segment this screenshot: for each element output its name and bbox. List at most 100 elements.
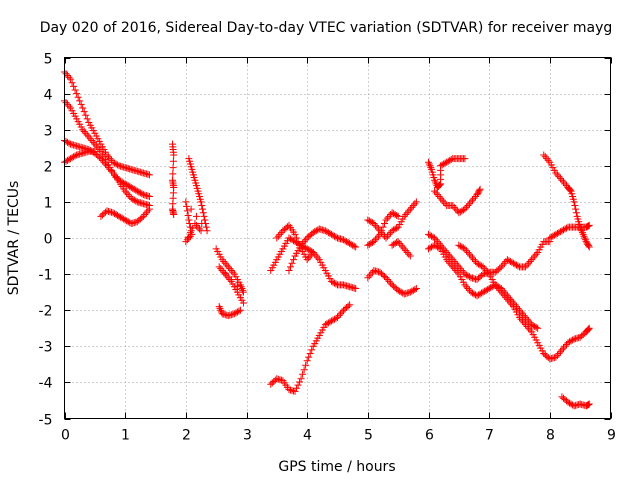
data-point <box>441 247 449 255</box>
data-point <box>114 211 122 219</box>
data-point <box>64 156 72 164</box>
data-point <box>83 131 91 139</box>
data-point <box>526 326 534 334</box>
data-point <box>467 252 475 260</box>
data-point <box>468 289 476 297</box>
data-point <box>79 126 87 134</box>
data-point <box>470 256 478 264</box>
data-point <box>399 243 407 251</box>
data-point <box>452 205 460 213</box>
series-arc-d <box>61 147 99 166</box>
data-point <box>396 239 404 247</box>
data-point <box>534 324 542 332</box>
data-point <box>478 289 486 297</box>
data-point <box>569 336 577 344</box>
data-point <box>523 315 531 323</box>
data-point <box>520 312 528 320</box>
data-point <box>294 381 302 389</box>
data-point <box>516 313 523 321</box>
data-point <box>427 164 435 172</box>
data-point <box>111 159 119 167</box>
data-point <box>323 320 331 328</box>
data-point <box>224 274 232 282</box>
data-point <box>525 317 533 325</box>
data-point <box>525 259 533 267</box>
y-tick-label: -1 <box>39 268 53 284</box>
data-point <box>169 164 177 172</box>
data-point <box>121 216 129 224</box>
data-point <box>95 146 103 154</box>
data-point <box>532 323 540 331</box>
data-point <box>239 286 247 294</box>
data-point <box>311 228 319 236</box>
series-arc-r <box>425 155 469 191</box>
data-point <box>285 234 293 242</box>
data-point <box>103 151 111 159</box>
data-point <box>346 301 354 309</box>
data-point <box>426 162 434 170</box>
data-point <box>479 288 487 296</box>
data-point <box>235 307 243 315</box>
data-point <box>200 212 208 220</box>
data-point <box>393 211 401 219</box>
data-point <box>556 228 564 236</box>
data-point <box>458 266 466 274</box>
data-point <box>303 357 311 365</box>
data-point <box>326 229 334 237</box>
data-point <box>388 209 396 217</box>
data-point <box>409 286 417 294</box>
data-point <box>337 310 345 318</box>
data-point <box>332 233 340 241</box>
data-point <box>553 171 561 179</box>
data-point <box>367 218 375 226</box>
data-point <box>305 353 313 361</box>
data-point <box>123 181 131 189</box>
data-point <box>382 216 390 224</box>
data-point <box>65 155 73 163</box>
data-point <box>558 176 566 184</box>
data-point <box>220 257 228 265</box>
data-point <box>473 292 481 300</box>
data-point <box>65 73 73 81</box>
data-point <box>139 212 147 220</box>
data-point <box>566 338 574 346</box>
data-point <box>552 230 560 238</box>
data-point <box>374 232 382 240</box>
data-point <box>449 256 457 264</box>
data-point <box>324 229 332 237</box>
data-point <box>482 266 490 274</box>
data-point <box>541 153 549 161</box>
data-point <box>145 171 153 179</box>
data-point <box>321 227 329 235</box>
series-arc-o <box>364 209 402 249</box>
data-point <box>449 263 457 271</box>
data-point <box>136 189 144 197</box>
data-point <box>470 194 478 202</box>
data-point <box>138 190 146 198</box>
data-point <box>346 239 354 247</box>
data-point <box>79 104 87 112</box>
series-arc-g <box>182 155 211 246</box>
data-point <box>306 350 314 358</box>
data-point <box>437 194 445 202</box>
data-point <box>192 221 200 229</box>
data-point <box>491 281 499 289</box>
data-point <box>479 263 487 271</box>
data-point <box>198 220 206 228</box>
data-point <box>406 288 414 296</box>
data-point <box>388 227 396 235</box>
data-point <box>202 223 210 231</box>
data-point <box>390 240 398 248</box>
data-point <box>443 256 451 264</box>
data-point <box>585 324 593 332</box>
data-point <box>112 160 120 168</box>
data-point <box>462 247 470 255</box>
data-point <box>523 261 531 269</box>
data-point <box>91 140 99 148</box>
data-point <box>552 169 560 177</box>
series-arc-j <box>267 301 354 395</box>
data-point <box>327 277 335 285</box>
data-point <box>364 216 372 224</box>
data-point <box>365 272 373 280</box>
data-point <box>330 232 338 240</box>
